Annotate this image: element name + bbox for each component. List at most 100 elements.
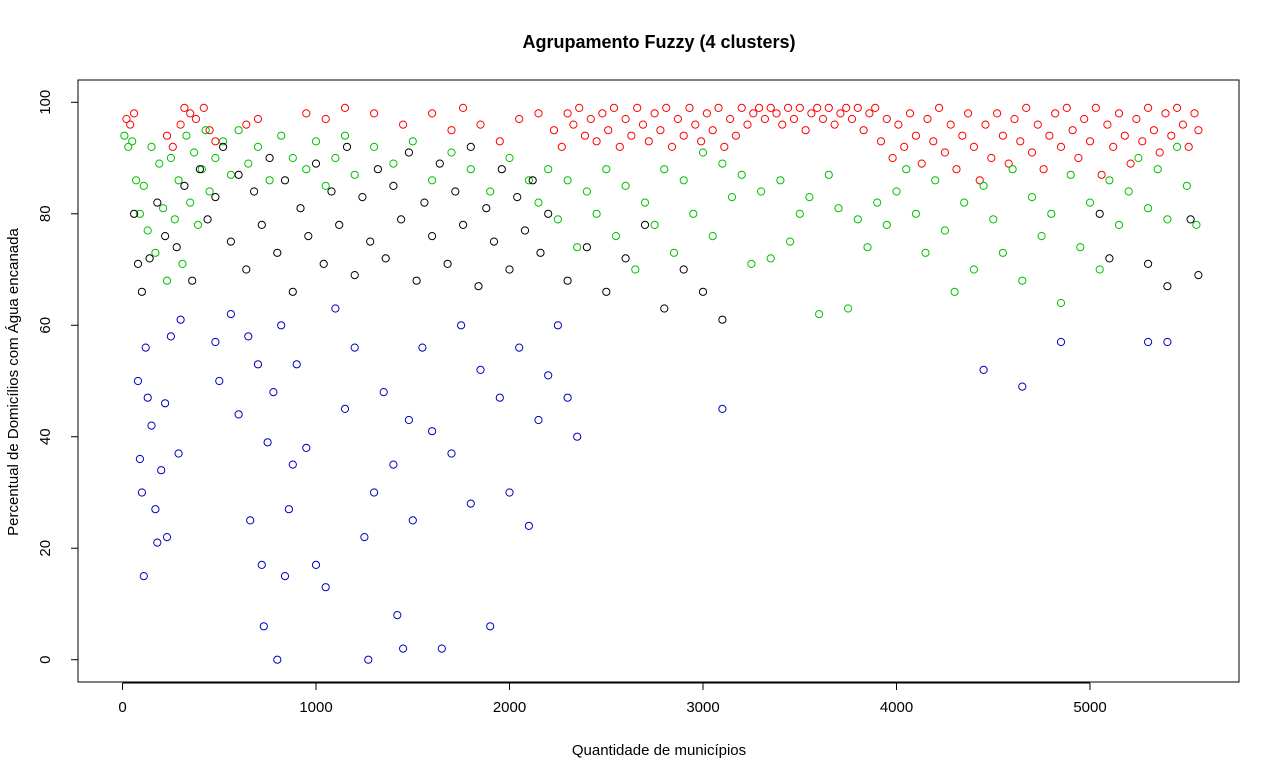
data-point <box>1173 103 1182 113</box>
data-point <box>1124 187 1133 196</box>
data-point <box>435 159 444 168</box>
data-point <box>818 114 828 124</box>
data-point <box>186 198 195 207</box>
data-point <box>813 103 822 113</box>
data-point <box>1163 282 1172 291</box>
series-3 <box>133 304 1172 664</box>
data-point <box>534 198 543 207</box>
data-point <box>940 148 950 157</box>
data-point <box>801 126 810 135</box>
data-point <box>1173 142 1182 151</box>
data-point <box>321 181 330 190</box>
data-point <box>627 131 636 140</box>
data-point <box>257 220 266 229</box>
data-point <box>170 215 179 224</box>
data-point <box>459 103 468 113</box>
data-point <box>640 198 650 207</box>
data-point <box>311 560 321 570</box>
data-point <box>1051 109 1060 118</box>
data-point <box>389 159 398 168</box>
data-point <box>219 137 228 146</box>
data-point <box>563 109 572 118</box>
data-point <box>1155 148 1164 157</box>
data-point <box>1097 170 1106 179</box>
data-point <box>737 103 746 113</box>
data-point <box>805 193 814 202</box>
data-point <box>553 215 563 224</box>
data-point <box>288 287 297 296</box>
data-point <box>443 259 452 268</box>
data-point <box>873 198 882 207</box>
data-point <box>969 142 979 151</box>
data-point <box>139 572 148 581</box>
data-point <box>650 220 659 229</box>
data-point <box>135 209 144 218</box>
data-point <box>1192 220 1201 229</box>
data-point <box>199 103 208 113</box>
data-point <box>669 248 679 257</box>
data-point <box>122 114 131 124</box>
data-point <box>162 276 172 285</box>
data-point <box>766 103 775 113</box>
data-point <box>331 304 340 313</box>
data-point <box>172 243 181 252</box>
data-point <box>457 321 466 330</box>
data-point <box>459 220 468 229</box>
data-point <box>847 114 857 124</box>
data-point <box>1186 215 1195 224</box>
data-point <box>582 243 592 252</box>
data-point <box>166 332 175 341</box>
data-point <box>280 176 290 185</box>
y-tick-label: 20 <box>37 540 54 557</box>
data-point <box>1144 103 1153 113</box>
data-point <box>1178 120 1188 129</box>
data-point <box>727 193 737 202</box>
data-point <box>755 103 764 113</box>
x-tick-label: 0 <box>118 699 126 716</box>
data-point <box>609 103 619 113</box>
data-point <box>882 114 891 124</box>
data-point <box>685 103 694 113</box>
data-point <box>1056 298 1066 308</box>
data-point <box>569 120 578 129</box>
data-point <box>211 137 220 146</box>
x-tick-label: 1000 <box>299 699 332 716</box>
data-point <box>580 131 590 140</box>
data-point <box>720 142 729 151</box>
data-point <box>126 120 135 129</box>
data-point <box>495 393 504 402</box>
data-point <box>1105 176 1114 185</box>
data-point <box>1008 165 1017 174</box>
data-point <box>698 287 708 296</box>
data-point <box>917 159 926 168</box>
data-point <box>718 315 727 324</box>
data-point <box>882 220 891 229</box>
data-point <box>174 449 183 458</box>
data-point <box>137 488 146 497</box>
data-point <box>195 165 204 174</box>
data-point <box>296 204 305 213</box>
data-point <box>644 137 653 146</box>
data-point <box>979 365 988 374</box>
data-point <box>673 114 683 124</box>
data-point <box>660 304 669 313</box>
data-point <box>447 126 456 135</box>
data-point <box>486 622 495 631</box>
data-point <box>311 159 321 168</box>
data-point <box>718 159 727 168</box>
data-point <box>153 198 162 207</box>
data-point <box>1149 126 1159 135</box>
y-tick-label: 60 <box>37 317 54 334</box>
data-point <box>428 232 437 241</box>
data-point <box>141 343 150 352</box>
data-point <box>892 187 901 196</box>
data-point <box>476 120 485 129</box>
data-point <box>418 343 427 352</box>
y-axis-label: Percentual de Domicílios com Água encana… <box>5 228 22 536</box>
data-point <box>1018 276 1027 285</box>
data-point <box>505 488 514 497</box>
data-point <box>842 103 851 113</box>
data-point <box>911 131 921 140</box>
data-point <box>708 232 717 241</box>
data-point <box>834 204 843 213</box>
